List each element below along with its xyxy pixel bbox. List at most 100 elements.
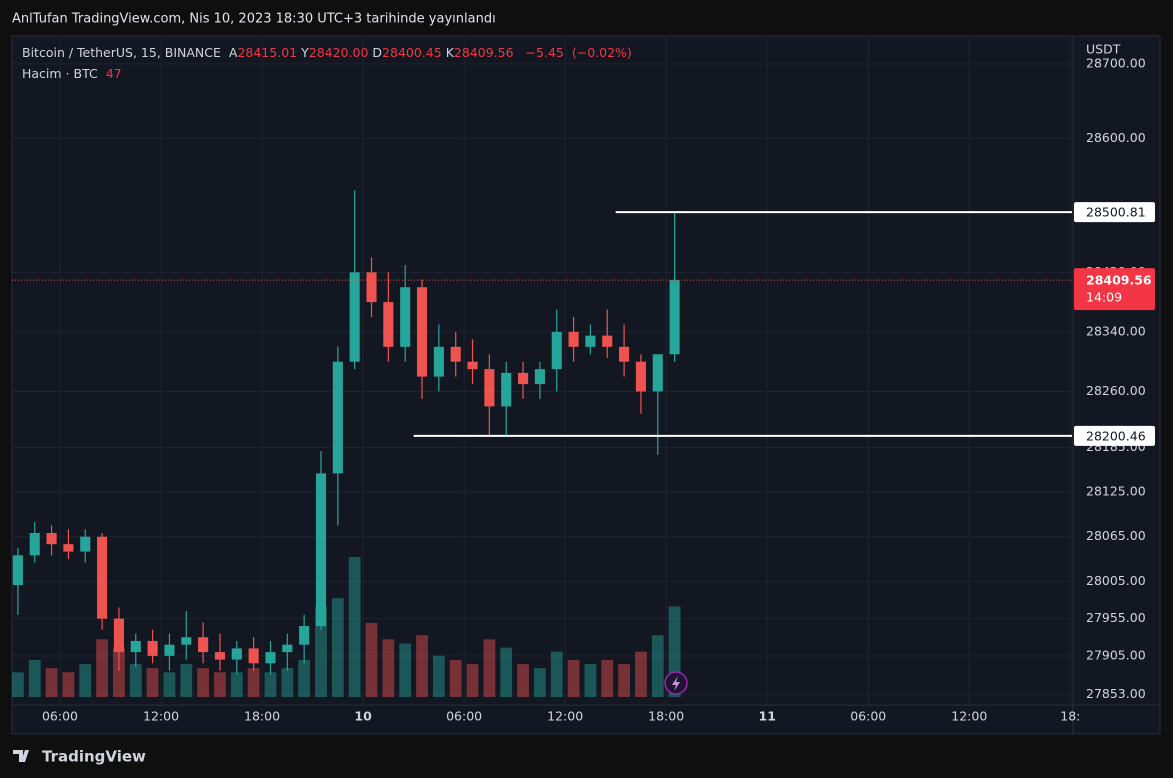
volume-bar [129, 664, 142, 697]
volume-bar [534, 668, 546, 697]
y-tick-label: 27955.00 [1086, 610, 1146, 625]
ohlc-key: A [228, 45, 238, 60]
candle-body [450, 346, 461, 362]
volume-bar [466, 664, 479, 697]
ohlc-value: 28400.45 [382, 45, 442, 60]
ohlc-key: D [372, 45, 383, 60]
volume-bar [12, 672, 24, 697]
x-tick-label: 18:00 [244, 709, 280, 724]
y-tick-label: 28700.00 [1086, 55, 1146, 70]
x-tick-label: 12:00 [547, 709, 583, 724]
candle-body [366, 272, 377, 303]
x-tick-label: 18: [1060, 709, 1080, 724]
volume-bar [230, 672, 243, 697]
candle-body [551, 331, 562, 370]
volume-bar [113, 647, 125, 697]
volume-bar [146, 668, 159, 697]
y-tick-label: 27905.00 [1086, 647, 1146, 662]
volume-last: 47 [105, 66, 122, 81]
volume-bar [348, 557, 361, 697]
candle-body [602, 335, 613, 347]
volume-bar [668, 606, 681, 697]
volume-bar [28, 659, 41, 697]
candle-body [484, 369, 495, 407]
y-tick-label: 28260.00 [1086, 383, 1146, 398]
candle-body [383, 302, 394, 347]
candle-body [534, 369, 545, 385]
volume-bar [382, 639, 395, 697]
ohlc-value: 28415.01 [237, 45, 298, 60]
symbol: Bitcoin / TetherUS, 15, BINANCE [22, 45, 221, 60]
volume-bar [79, 664, 92, 697]
volume [12, 557, 681, 697]
ohlc-values: A28415.01 Y28420.00 D28400.45 K28409.56 [229, 45, 518, 60]
volume-bar [45, 668, 58, 697]
brand-logo [13, 750, 29, 762]
candle-body [231, 648, 242, 660]
candle-body [63, 544, 74, 552]
volume-bar [483, 639, 496, 697]
candle-body [619, 346, 630, 362]
volume-bar [432, 655, 445, 697]
volume-bar [214, 672, 226, 697]
volume-bar [399, 643, 412, 697]
candle-body [467, 361, 478, 370]
grid [12, 36, 1072, 705]
candle-body [164, 644, 175, 656]
x-tick-label: 06:00 [850, 709, 886, 724]
overlay: 27853.00 27905.00 27955.00 28005.00 28065.00… [12, 55, 1155, 724]
candle-body [635, 361, 646, 392]
candle-body [315, 473, 327, 627]
volume-bar [651, 635, 664, 697]
x-tick-label: 11 [759, 709, 776, 724]
candle-body [501, 372, 512, 407]
title: AnlTufan TradingView.com, Nis 10, 2023 1… [12, 12, 496, 27]
volume-bar [416, 635, 428, 697]
level-label-box [1074, 202, 1155, 223]
x-tick-label: 06:00 [446, 709, 482, 724]
last-price-box [1074, 268, 1155, 311]
volume-bar [500, 647, 513, 697]
volume-bar [180, 664, 193, 697]
x-tick-label: 18:00 [648, 709, 684, 724]
candle-body [669, 280, 680, 355]
volume-bar [635, 651, 647, 697]
level-label: 28200.46 [1086, 428, 1146, 443]
x-tick-label: 12:00 [143, 709, 179, 724]
x-tick-label: 10 [354, 709, 372, 724]
volume-legend: Hacim · BTC 47 [22, 66, 126, 81]
y-tick-label: 28340.00 [1086, 323, 1146, 338]
candle-body [416, 287, 428, 377]
y-tick-label: 28005.00 [1086, 573, 1146, 588]
volume-bar [331, 598, 344, 697]
volume-label: Hacim · BTC [22, 66, 98, 81]
volume-bar [197, 668, 210, 697]
brand: TradingView [42, 748, 146, 766]
volume-bar [96, 639, 108, 697]
y-tick-label: 28065.00 [1086, 528, 1146, 543]
volume-bar [567, 659, 580, 697]
candle-body [130, 640, 141, 653]
candle-body [299, 626, 310, 645]
candle-body [214, 652, 226, 660]
ohlc-legend: Bitcoin / TetherUS, 15, BINANCE A28415.0… [22, 45, 636, 60]
y-tick-label: 27853.00 [1086, 686, 1146, 701]
candle-body [198, 637, 209, 653]
change-percent: (−0.02%) [571, 45, 632, 60]
volume-bar [163, 672, 176, 697]
level-label: 28500.81 [1086, 205, 1146, 220]
y-tick-label: 28600.00 [1086, 130, 1146, 145]
volume-bar [247, 668, 260, 697]
volume-bar [449, 659, 462, 697]
volume-bar [264, 672, 277, 697]
volume-bar [62, 672, 75, 697]
y-tick-label: 28125.00 [1086, 484, 1146, 499]
candle-body [46, 532, 57, 545]
change: −5.45 [525, 45, 564, 60]
x-tick-label: 12:00 [951, 709, 987, 724]
chart-panel [11, 35, 1161, 735]
volume-bar [550, 651, 563, 697]
volume-bar [365, 622, 378, 697]
